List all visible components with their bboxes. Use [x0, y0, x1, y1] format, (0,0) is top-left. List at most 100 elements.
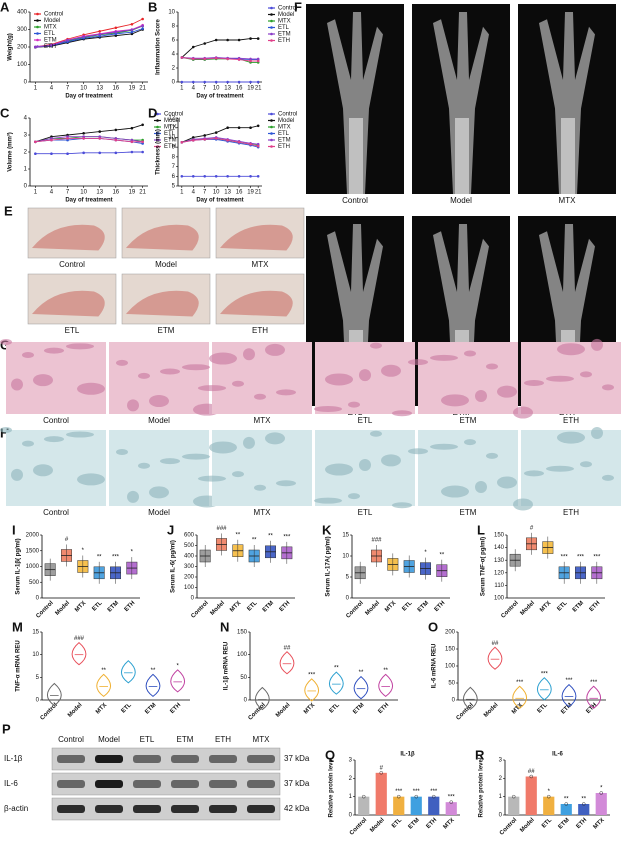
- tissue: [486, 363, 498, 370]
- tissue: [232, 380, 244, 387]
- tissue: [408, 448, 428, 455]
- row-label: β-actin: [4, 804, 28, 813]
- series-line: [35, 137, 143, 143]
- x-axis-label: Day of treatment: [196, 94, 243, 100]
- tissue: [464, 439, 476, 446]
- data-point: [203, 134, 207, 137]
- y-tick-label: 0: [24, 80, 28, 86]
- bar: [595, 793, 607, 815]
- image-label: ETM: [460, 508, 477, 517]
- x-tick-label: 13: [96, 190, 103, 196]
- y-tick-label: 2: [172, 66, 176, 72]
- series-line: [181, 57, 259, 62]
- y-tick-label: 130: [494, 558, 505, 564]
- tissue: [408, 359, 428, 366]
- legend-label: Model: [278, 118, 294, 124]
- data-point: [226, 174, 229, 178]
- lane-label: ETH: [215, 735, 231, 744]
- data-point: [191, 139, 195, 142]
- y-tick-label: 6: [172, 174, 176, 180]
- y-tick-label: 120: [494, 570, 505, 576]
- legend-marker: [270, 6, 273, 10]
- data-point: [130, 126, 134, 130]
- y-axis-label: Weight(g): [8, 33, 14, 61]
- image-label: ETH: [563, 508, 579, 517]
- data-point: [237, 38, 241, 42]
- data-point: [66, 137, 69, 140]
- tissue: [464, 350, 476, 357]
- y-tick-label: 200: [445, 630, 456, 636]
- data-point: [98, 151, 102, 155]
- tissue: [138, 372, 150, 379]
- legend-marker: [36, 25, 39, 29]
- y-tick-label: 7: [172, 164, 176, 170]
- legend-marker: [36, 45, 39, 48]
- panel-letter: N: [220, 619, 229, 634]
- significance-label: ***: [448, 795, 456, 801]
- tissue: [11, 468, 23, 481]
- legend-marker: [270, 132, 273, 135]
- data-point: [249, 126, 252, 130]
- tissue: [0, 339, 12, 345]
- data-point: [214, 137, 218, 140]
- data-point: [34, 152, 37, 155]
- blot-band: [171, 755, 199, 763]
- bar-point: [449, 800, 453, 804]
- significance-label: **: [151, 668, 156, 674]
- data-point: [249, 57, 252, 61]
- paw: [220, 290, 293, 317]
- significance-label: ***: [112, 554, 120, 560]
- panel-letter: O: [428, 619, 438, 634]
- series-line: [35, 151, 143, 155]
- data-point: [249, 37, 252, 40]
- blot-band: [57, 805, 85, 813]
- y-tick-label: 50: [448, 681, 455, 687]
- y-tick-label: 3: [24, 133, 28, 139]
- significance-label: #: [65, 537, 69, 543]
- data-point: [256, 142, 260, 146]
- data-point: [226, 38, 229, 42]
- data-point: [180, 174, 184, 178]
- data-point: [141, 150, 144, 154]
- y-tick-label: 9: [172, 145, 176, 151]
- tissue: [0, 427, 12, 433]
- image-label: MTX: [559, 196, 577, 205]
- legend-label: ETL: [278, 25, 290, 31]
- tissue: [513, 498, 533, 511]
- tissue: [546, 375, 574, 382]
- x-tick-label: 10: [213, 190, 220, 196]
- y-tick-label: 2000: [26, 533, 40, 539]
- row-size: 42 kDa: [284, 804, 310, 813]
- violin: [304, 678, 320, 702]
- significance-label: ***: [541, 671, 549, 677]
- legend-label: ETH: [44, 44, 56, 50]
- data-point: [256, 59, 260, 63]
- x-tick-label: 1: [180, 190, 184, 196]
- significance-label: *: [424, 550, 427, 556]
- blot-band: [247, 805, 275, 813]
- data-point: [203, 138, 207, 141]
- tissue: [276, 480, 296, 487]
- y-tick-label: 100: [184, 585, 195, 591]
- image-label: Control: [43, 416, 69, 425]
- data-point: [214, 174, 218, 178]
- tissue: [243, 348, 255, 361]
- y-tick-label: 15: [32, 630, 39, 636]
- significance-label: **: [97, 554, 102, 560]
- x-tick-label: 19: [129, 190, 136, 196]
- image-label: ETM: [158, 326, 175, 335]
- tissue: [441, 485, 469, 498]
- xray-shaft: [349, 118, 363, 194]
- significance-label: ***: [590, 680, 598, 686]
- image-label: Control: [43, 508, 69, 517]
- legend-marker: [270, 125, 273, 129]
- y-tick-label: 0: [36, 596, 40, 602]
- image-label: ETL: [358, 416, 373, 425]
- tissue: [392, 502, 412, 509]
- legend-label: Control: [278, 112, 297, 118]
- data-point: [82, 151, 85, 155]
- significance-label: ***: [565, 678, 573, 684]
- significance-label: *: [176, 663, 179, 669]
- legend-label: Model: [278, 12, 294, 18]
- violin: [120, 660, 136, 684]
